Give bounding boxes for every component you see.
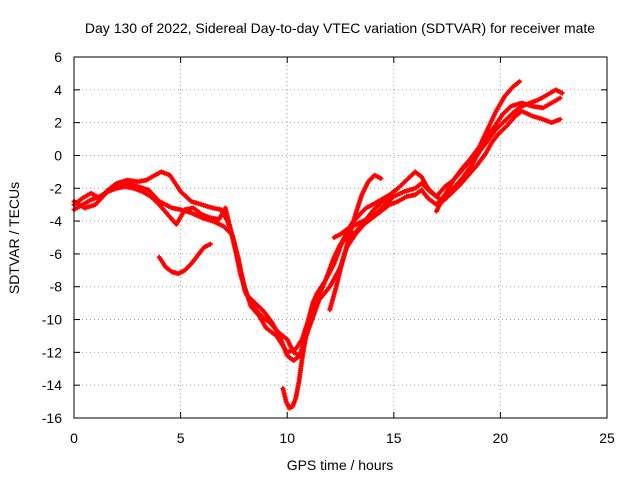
y-tick-label: 0 [54,147,62,163]
y-tick-label: -8 [50,279,63,295]
y-tick-label: -16 [42,410,62,426]
axis-ticks: 0 5 10 15 20 25 -16 -14 -12 -10 -8 -6 -4 -2 0 2 4 6 [42,49,615,446]
y-tick-label: -12 [42,344,62,360]
x-tick-label: 10 [279,430,295,446]
y-axis-label: SDTVAR / TECUs [6,182,22,294]
y-tick-label: -2 [50,180,63,196]
y-tick-label: -6 [50,246,63,262]
x-tick-label: 25 [599,430,615,446]
y-tick-label: -10 [42,312,62,328]
data-points [71,79,565,411]
data-series-5 [280,290,320,411]
y-tick-label: -14 [42,377,62,393]
data-series-8 [433,79,523,214]
y-tick-label: 4 [54,82,62,98]
y-tick-label: -4 [50,213,63,229]
grid [74,57,607,418]
chart-title: Day 130 of 2022, Sidereal Day-to-day VTE… [85,20,595,36]
series-trace [434,79,522,213]
x-axis-label: GPS time / hours [287,457,394,473]
series-trace [157,242,213,276]
series-trace [72,88,564,358]
x-tick-label: 15 [386,430,402,446]
series-trace [332,193,394,240]
x-tick-label: 20 [493,430,509,446]
series-trace [281,291,319,410]
x-tick-label: 5 [177,430,185,446]
y-tick-label: 2 [54,115,62,131]
y-tick-label: 6 [54,49,62,65]
x-tick-label: 0 [70,430,78,446]
plot-frame [73,56,608,419]
series-trace [328,173,383,312]
data-series-4 [156,241,213,277]
data-series-3 [71,87,565,359]
series-trace [72,109,562,355]
data-series-7 [327,172,384,313]
